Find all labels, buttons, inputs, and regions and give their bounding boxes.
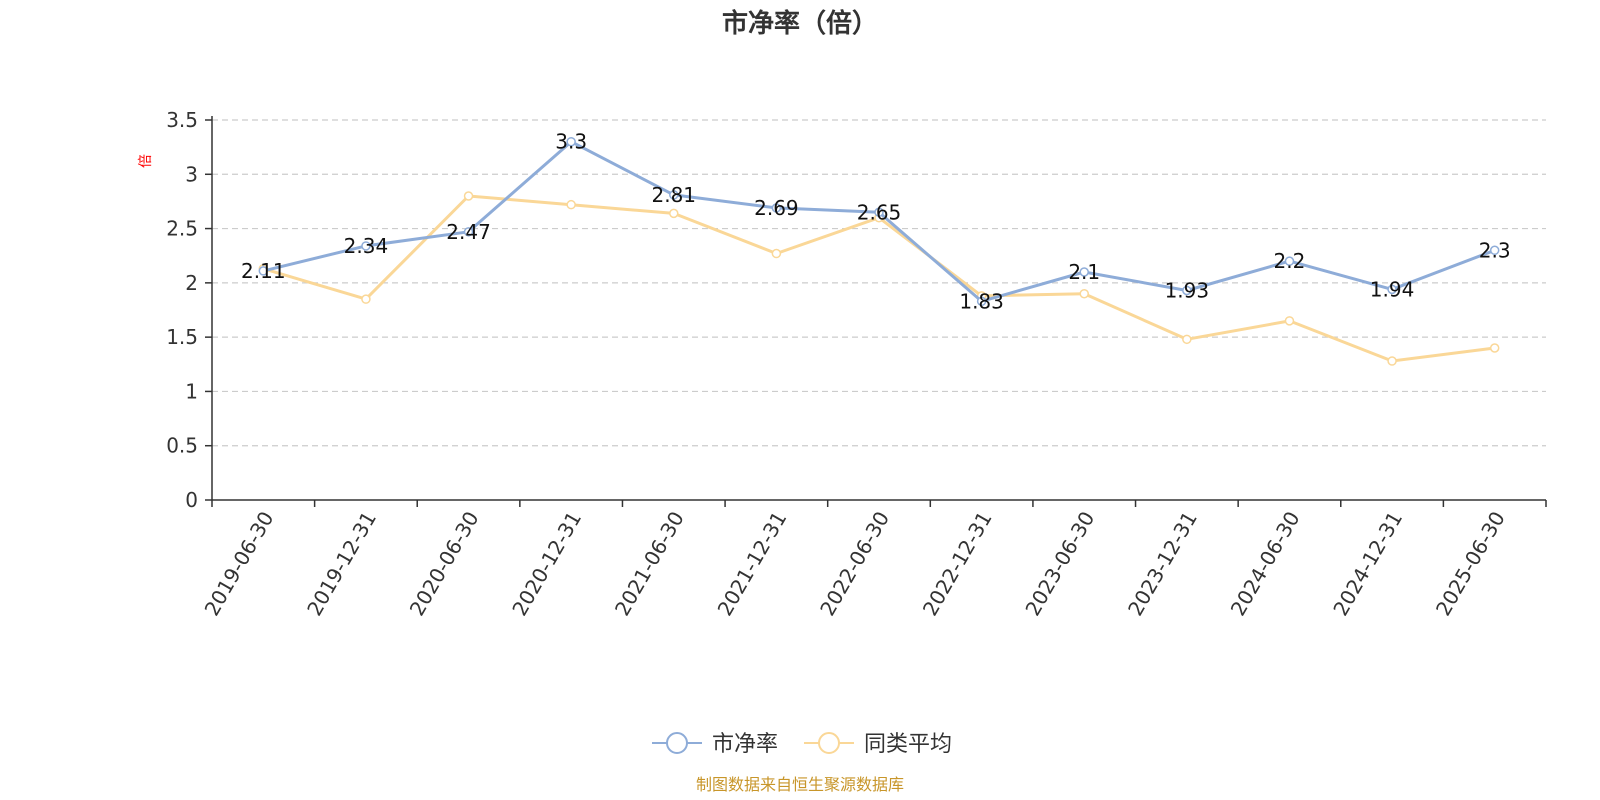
x-tick-label: 2022-06-30: [815, 507, 894, 620]
data-point: [1284, 256, 1295, 266]
data-point: [1489, 245, 1500, 256]
data-point: [258, 266, 269, 276]
data-point: [1489, 343, 1500, 353]
x-axis-ticks: 2019-06-30 2019-12-31 2020-06-30 2020-12-31…: [199, 500, 1547, 620]
x-tick-label: 2022-12-31: [918, 507, 997, 620]
x-tick-label: 2020-06-30: [405, 507, 484, 620]
y-tick-label: 1: [185, 379, 198, 403]
data-labels: 2.11 2.34 2.47 3.3 2.81 2.69 2.65 1.83 2.1 1.93 2.…: [241, 130, 1511, 314]
y-axis-unit-label: 倍: [138, 154, 154, 168]
data-label: 2.47: [446, 220, 491, 244]
data-label: 2.34: [344, 234, 389, 258]
legend[interactable]: 市净率 同类平均: [652, 732, 952, 757]
x-tick-label: 2021-12-31: [713, 507, 792, 620]
x-tick-label: 2024-06-30: [1226, 507, 1305, 620]
x-tick-label: 2025-06-30: [1431, 507, 1510, 620]
data-label: 2.69: [754, 196, 799, 220]
x-tick-label: 2024-12-31: [1328, 507, 1407, 620]
legend-label: 同类平均: [864, 732, 952, 757]
y-tick-label: 1.5: [166, 325, 198, 349]
x-tick-label: 2023-06-30: [1020, 507, 1099, 620]
data-point: [1079, 288, 1089, 299]
data-point: [1387, 284, 1397, 295]
data-point: [566, 199, 576, 210]
y-tick-label: 2: [185, 271, 198, 295]
data-label: 2.1: [1068, 260, 1100, 284]
data-point: [1284, 316, 1295, 326]
data-label: 2.65: [857, 200, 902, 224]
y-tick-label: 3: [185, 162, 198, 186]
series-layer: [258, 136, 1500, 366]
data-label: 2.2: [1274, 249, 1306, 273]
data-point: [1079, 267, 1089, 277]
legend-marker-icon: [666, 732, 688, 754]
y-tick-label: 3.5: [166, 108, 198, 132]
x-tick-label: 2019-12-31: [302, 507, 381, 620]
data-point: [1182, 334, 1192, 345]
x-tick-label: 2023-12-31: [1123, 507, 1202, 620]
legend-item[interactable]: 市净率: [652, 732, 778, 757]
data-point: [1387, 356, 1397, 366]
y-tick-label: 0: [185, 488, 198, 512]
data-point: [669, 190, 679, 200]
data-label: 1.94: [1370, 277, 1415, 301]
axes: [211, 116, 1546, 501]
grid-lines: [212, 119, 1546, 447]
data-point: [463, 227, 474, 237]
y-tick-label: 0.5: [166, 434, 198, 458]
data-point: [361, 294, 371, 304]
y-axis-ticks: 0 0.5 1 1.5 2 2.5 3 3.5: [166, 108, 212, 512]
data-point: [1182, 285, 1192, 296]
legend-item[interactable]: 同类平均: [804, 732, 952, 757]
data-label: 3.3: [555, 130, 587, 154]
data-point: [771, 248, 782, 259]
source-note: 制图数据来自恒生聚源数据库: [696, 775, 904, 794]
y-tick-label: 2.5: [166, 217, 198, 241]
data-label: 2.3: [1479, 238, 1511, 262]
data-point: [771, 203, 782, 213]
data-label: 1.93: [1165, 278, 1210, 302]
legend-marker-icon: [818, 732, 840, 754]
x-tick-label: 2019-06-30: [199, 507, 278, 620]
data-label: 2.81: [652, 183, 697, 207]
data-point: [669, 208, 679, 219]
data-point: [566, 136, 576, 147]
legend-label: 市净率: [712, 732, 778, 757]
data-label: 1.83: [959, 289, 1004, 313]
chart-title: 市净率（倍）: [722, 8, 878, 39]
data-point: [976, 296, 987, 307]
x-tick-label: 2021-06-30: [610, 507, 689, 620]
x-tick-label: 2020-12-31: [507, 507, 586, 620]
data-point: [463, 191, 474, 201]
data-point: [874, 207, 884, 218]
data-point: [361, 241, 371, 251]
data-label: 2.11: [241, 259, 286, 283]
